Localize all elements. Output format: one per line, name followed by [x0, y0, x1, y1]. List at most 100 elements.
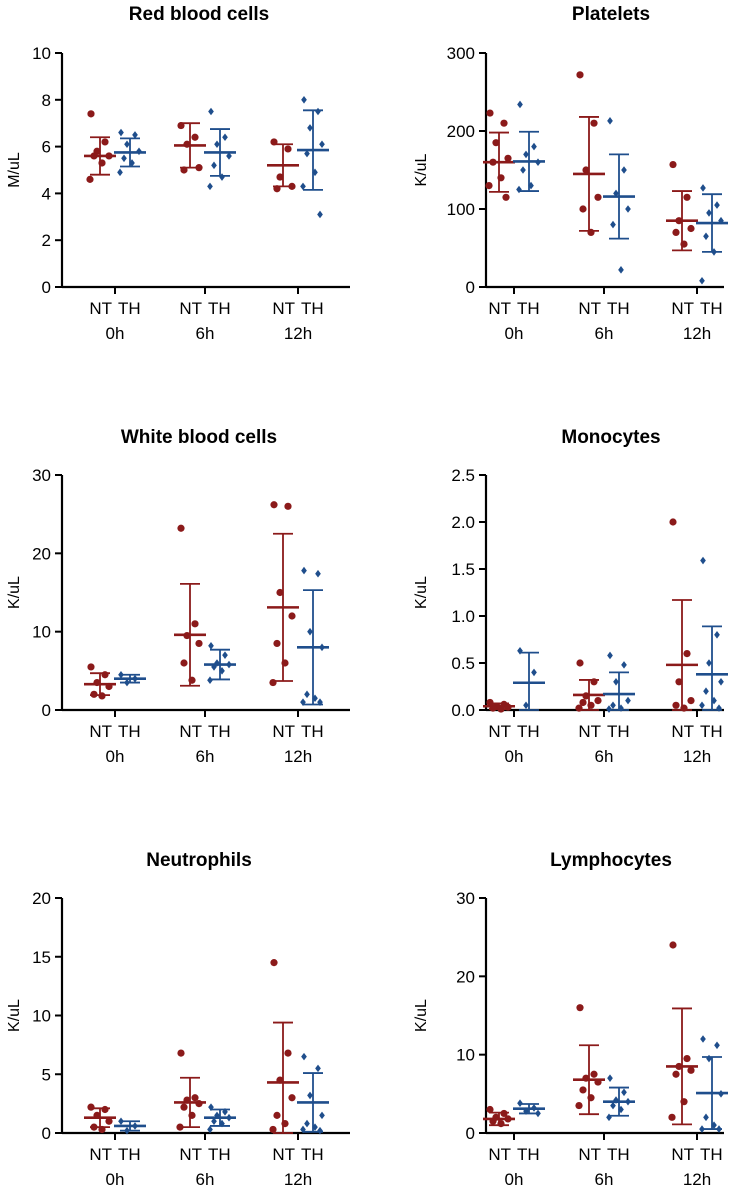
data-point-nt	[687, 697, 695, 705]
y-tick-label: 0.0	[451, 701, 475, 720]
data-point-th	[129, 159, 135, 167]
data-point-nt	[680, 1098, 688, 1106]
group-label-th: TH	[118, 1145, 141, 1164]
y-axis-label: K/uL	[6, 999, 23, 1032]
data-point-nt	[176, 1123, 184, 1131]
data-point-nt	[504, 703, 512, 711]
data-point-th	[319, 140, 325, 149]
data-point-th	[523, 701, 529, 710]
data-point-th	[718, 216, 724, 225]
data-point-th	[699, 701, 705, 710]
group-label-th: TH	[607, 1145, 630, 1164]
group-label-nt: NT	[488, 1145, 511, 1164]
data-point-th	[531, 668, 537, 677]
timepoint-label: 0h	[505, 1170, 524, 1189]
timepoint-label: 12h	[284, 324, 312, 343]
data-point-nt	[489, 158, 497, 166]
data-point-th	[610, 701, 616, 710]
data-point-th	[517, 646, 523, 655]
data-point-th	[528, 181, 534, 190]
group-label-th: TH	[208, 299, 231, 318]
data-point-th	[319, 1111, 325, 1120]
group-label-th: TH	[517, 722, 540, 741]
group-label-nt: NT	[179, 1145, 202, 1164]
data-point-nt	[105, 682, 113, 691]
data-point-nt	[183, 140, 191, 148]
y-tick-label: 300	[447, 44, 475, 63]
data-point-th	[132, 1122, 138, 1130]
data-point-nt	[276, 588, 284, 597]
data-point-nt	[180, 166, 188, 174]
data-point-th	[222, 651, 228, 659]
data-point-nt	[90, 690, 98, 698]
data-point-nt	[195, 1100, 203, 1108]
data-point-nt	[98, 159, 106, 167]
data-point-nt	[188, 676, 196, 684]
data-point-th	[118, 670, 124, 679]
data-point-nt	[504, 154, 512, 162]
group-label-th: TH	[517, 299, 540, 318]
chart-title: Monocytes	[561, 427, 660, 448]
data-point-th	[621, 166, 627, 174]
group-label-th: TH	[700, 722, 723, 741]
data-point-th	[208, 641, 214, 650]
data-point-th	[312, 694, 318, 703]
data-point-nt	[270, 501, 278, 509]
data-point-nt	[276, 1076, 284, 1084]
panel-red-blood-cells: Red blood cells 0 2 4 6 8 10 M/uL NT TH 0h NT TH 6h NT…	[6, 4, 350, 343]
data-point-nt	[687, 224, 695, 233]
data-point-nt	[288, 1094, 296, 1102]
y-axis-label: M/uL	[6, 152, 23, 188]
data-point-th	[703, 687, 709, 695]
data-point-th	[315, 107, 321, 116]
data-point-th	[618, 1105, 624, 1114]
chart-title: Red blood cells	[129, 4, 269, 25]
data-point-nt	[576, 659, 584, 667]
data-point-nt	[281, 1120, 289, 1128]
panel-neutrophils: Neutrophils 0 5 10 15 20 K/uL NT TH 0h NT TH 6h NT TH 1…	[6, 850, 350, 1189]
group-label-th: TH	[208, 722, 231, 741]
data-point-nt	[590, 1070, 598, 1078]
data-point-th	[317, 698, 323, 706]
group-label-nt: NT	[671, 299, 694, 318]
data-point-nt	[576, 71, 584, 79]
data-point-th	[214, 140, 220, 149]
y-axis-label: K/uL	[413, 576, 430, 609]
timepoint-label: 12h	[284, 747, 312, 766]
data-point-th	[625, 205, 631, 213]
data-point-th	[304, 1119, 310, 1128]
data-point-nt	[486, 698, 494, 707]
data-point-th	[118, 1117, 124, 1126]
group-label-th: TH	[301, 722, 324, 741]
data-point-nt	[284, 145, 292, 153]
data-point-nt	[195, 639, 203, 648]
data-point-nt	[675, 217, 683, 225]
data-point-nt	[683, 650, 691, 658]
group-label-th: TH	[208, 1145, 231, 1164]
data-point-nt	[87, 663, 95, 671]
y-tick-label: 100	[447, 200, 475, 219]
group-label-th: TH	[607, 722, 630, 741]
data-point-th	[706, 1054, 712, 1063]
timepoint-label: 12h	[683, 324, 711, 343]
group-label-nt: NT	[89, 1145, 112, 1164]
panel-lymphocytes: Lymphocytes 0 10 20 30 K/uL NT TH 0h NT TH 6h NT TH 12…	[413, 850, 728, 1189]
y-tick-label: 200	[447, 122, 475, 141]
data-point-th	[699, 1125, 705, 1133]
timepoint-label: 6h	[196, 747, 215, 766]
data-point-nt	[680, 240, 688, 248]
data-point-nt	[687, 1066, 695, 1074]
data-point-th	[207, 1125, 213, 1134]
data-point-nt	[579, 205, 587, 213]
data-point-nt	[489, 1117, 497, 1125]
group-label-th: TH	[700, 299, 723, 318]
data-point-nt	[101, 671, 109, 679]
data-point-th	[718, 1090, 724, 1098]
data-point-th	[711, 696, 717, 705]
data-point-nt	[675, 1062, 683, 1071]
data-point-nt	[582, 692, 590, 700]
y-tick-label: 5	[42, 1065, 51, 1084]
data-point-nt	[177, 1049, 185, 1057]
data-point-nt	[101, 138, 109, 146]
data-point-th	[531, 1104, 537, 1112]
